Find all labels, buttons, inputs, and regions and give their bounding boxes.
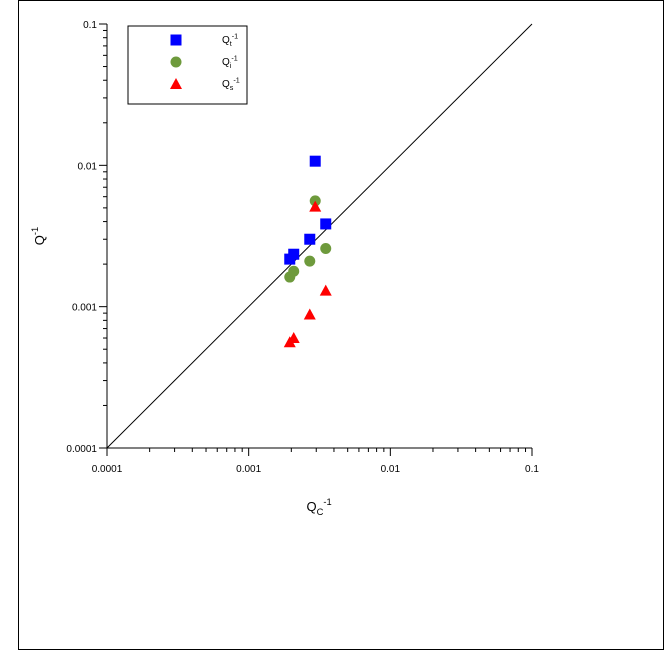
legend-box <box>127 25 248 105</box>
legend-label: Qs-1 <box>222 76 240 93</box>
series-triangle <box>283 200 332 348</box>
legend-marker <box>170 34 182 46</box>
y-tick-label: 0.01 <box>78 161 98 172</box>
data-point <box>309 200 322 212</box>
data-point <box>309 155 321 167</box>
y-axis-label: Q-1 <box>30 227 47 245</box>
legend-marker <box>170 78 182 89</box>
chart-frame <box>18 0 664 650</box>
series-square <box>284 155 332 265</box>
data-point <box>288 248 300 260</box>
legend-label: Qt-1 <box>222 32 238 49</box>
x-tick-label: 0.0001 <box>92 464 123 475</box>
data-point <box>320 242 332 254</box>
data-point <box>304 255 316 267</box>
data-point <box>303 308 316 320</box>
data-point <box>288 265 300 277</box>
legend-marker <box>170 56 182 68</box>
series-circle <box>284 195 332 283</box>
data-point <box>320 218 332 230</box>
legend-label: Qi-1 <box>222 54 238 71</box>
data-point <box>304 233 316 245</box>
x-axis-label: QC-1 <box>307 497 332 517</box>
legend: Qt-1 Qi-1 Qs-1 <box>127 25 248 105</box>
y-tick-label: 0.001 <box>72 303 97 314</box>
x-tick-label: 0.001 <box>236 464 261 475</box>
y-tick-label: 0.0001 <box>66 444 97 455</box>
data-point <box>319 284 332 296</box>
y-tick-label: 0.1 <box>83 20 97 31</box>
x-tick-label: 0.1 <box>525 464 539 475</box>
data-point <box>287 332 300 344</box>
x-tick-label: 0.01 <box>381 464 401 475</box>
reference-line <box>106 23 533 449</box>
